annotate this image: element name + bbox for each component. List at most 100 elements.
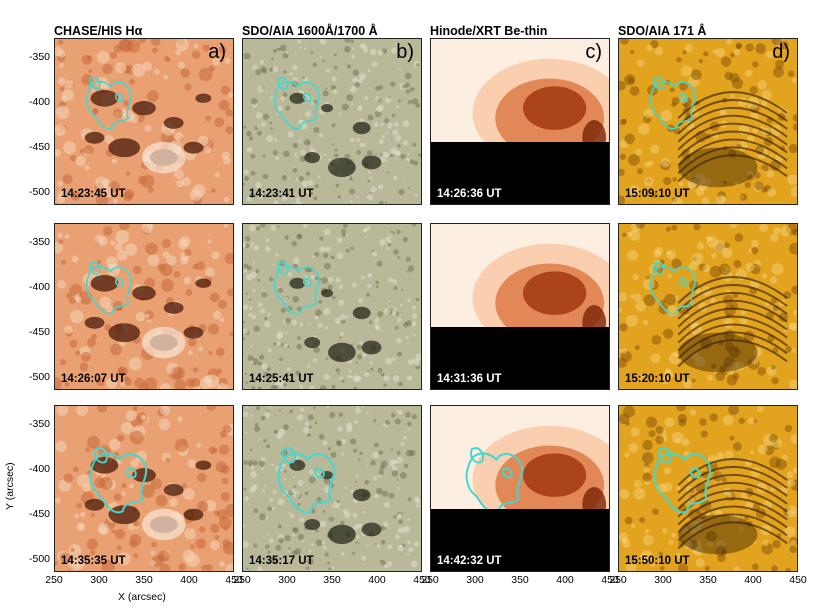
image-panel: c) 14:26:36 UT [430,38,610,205]
contour-outline [690,467,701,479]
x-tick-label: 350 [135,574,153,586]
no-data-region [431,142,609,204]
contour-outline [282,447,297,464]
contour-outline [679,278,688,287]
column-title: SDO/AIA 1600Å/1700 Å [242,24,378,38]
timestamp-label: 14:42:32 UT [437,555,502,567]
contour-outline [649,265,696,315]
column-title: Hinode/XRT Be-thin [430,24,548,38]
contour-outline [89,261,101,275]
y-tick-label: -350 [28,418,50,431]
x-tick-label: 300 [90,574,108,586]
image-panel: d) 15:09:10 UT [618,38,798,205]
contour-outline [679,93,688,102]
x-tick-label: 400 [744,574,762,586]
x-tick-label: 400 [556,574,574,586]
contour-outline [89,76,101,90]
contour-outline [653,76,665,90]
contour-outline [470,447,485,464]
y-axis-title: Y (arcsec) [4,462,16,510]
x-tick-label: 450 [789,574,807,586]
contour-outline [314,467,325,479]
timestamp-label: 14:23:41 UT [249,188,314,200]
contour-outline [502,467,513,479]
xrt-image [431,224,609,389]
image-panel: 14:31:36 UT [430,223,610,390]
halpha-image [55,406,233,571]
x-tick-label: 400 [368,574,386,586]
image-panel: 14:42:32 UT [430,405,610,572]
timestamp-label: 15:20:10 UT [625,373,690,385]
timestamp-label: 14:35:17 UT [249,555,314,567]
y-tick-label: -400 [28,96,50,109]
contour-outline [85,80,132,130]
y-tick-label: -450 [28,326,50,339]
image-panel: 14:35:17 UT [242,405,422,572]
aia171-image [619,406,797,571]
panel-label: b) [396,41,414,63]
contour-outline [115,93,124,102]
timestamp-label: 14:26:07 UT [61,373,126,385]
x-tick-label: 350 [323,574,341,586]
x-tick-label: 250 [45,574,63,586]
y-tick-label: -350 [28,51,50,64]
image-panel: 15:50:10 UT [618,405,798,572]
contour-outline [277,452,336,514]
image-panel: 14:26:07 UT [54,223,234,390]
timestamp-label: 14:35:35 UT [61,555,126,567]
column-title: CHASE/HIS Hα [54,24,143,38]
contour-outline [273,265,320,315]
y-tick-label: -500 [28,186,50,199]
contour-outline [94,447,109,464]
contour-outline [89,452,148,514]
x-tick-label: 300 [278,574,296,586]
panel-label: d) [772,41,790,63]
x-tick-label: 350 [511,574,529,586]
aia171-image [619,39,797,204]
x-tick-label: 250 [233,574,251,586]
image-panel: 14:25:41 UT [242,223,422,390]
x-tick-label: 250 [609,574,627,586]
contour-outline [303,93,312,102]
contour-outline [653,452,712,514]
halpha-image [55,39,233,204]
aia1600-image [243,39,421,204]
x-axis-title: X (arcsec) [118,591,166,603]
contour-outline [126,467,137,479]
x-tick-label: 300 [654,574,672,586]
x-tick-label: 400 [180,574,198,586]
image-panel: 15:20:10 UT [618,223,798,390]
contour-outline [115,278,124,287]
aia1600-image [243,224,421,389]
aia171-image [619,224,797,389]
x-tick-label: 450 [601,574,619,586]
contour-outline [277,76,289,90]
timestamp-label: 15:09:10 UT [625,188,690,200]
x-tick-label: 350 [699,574,717,586]
x-tick-label: 450 [413,574,431,586]
no-data-region [431,509,609,571]
aia1600-image [243,406,421,571]
contour-outline [303,278,312,287]
y-tick-label: -400 [28,463,50,476]
y-tick-label: -450 [28,508,50,521]
timestamp-label: 14:31:36 UT [437,373,502,385]
no-data-region [431,327,609,389]
image-panel: a) 14:23:45 UT [54,38,234,205]
x-tick-label: 450 [225,574,243,586]
x-tick-label: 300 [466,574,484,586]
y-tick-label: -500 [28,371,50,384]
contour-outline [273,80,320,130]
panel-label: c) [585,41,602,63]
contour-outline [658,447,673,464]
y-tick-label: -500 [28,553,50,566]
panel-label: a) [208,41,226,63]
image-panel: 14:35:35 UT [54,405,234,572]
contour-outline [653,261,665,275]
timestamp-label: 14:23:45 UT [61,188,126,200]
timestamp-label: 14:26:36 UT [437,188,502,200]
contour-outline [465,452,524,514]
y-tick-label: -350 [28,236,50,249]
column-title: SDO/AIA 171 Å [618,24,707,38]
contour-outline [649,80,696,130]
